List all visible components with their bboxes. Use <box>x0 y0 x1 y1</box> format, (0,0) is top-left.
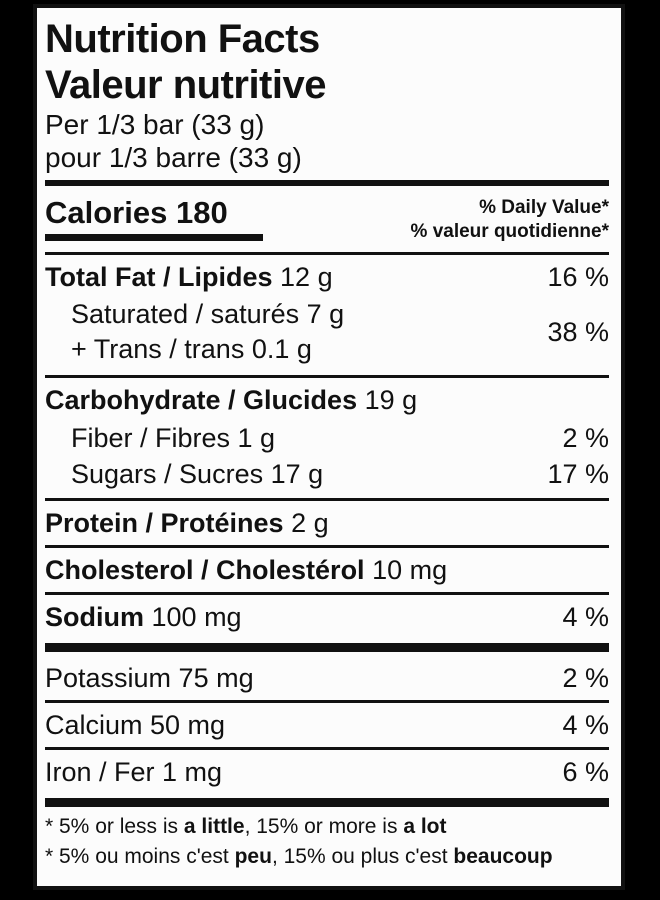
row-saturated: Saturated / saturés 7 g <box>71 299 345 329</box>
calories-underline <box>45 234 263 241</box>
footnote-en: * 5% or less is a little, 15% or more is… <box>45 815 447 838</box>
divider <box>45 498 609 501</box>
divider <box>45 700 609 703</box>
calcium-dv: 4 % <box>562 710 609 740</box>
calcium-label: Calcium 50 mg <box>45 710 226 740</box>
footnotes: * 5% or less is a little, 15% or more is… <box>45 812 609 872</box>
calories-row: Calories 180 <box>45 196 263 241</box>
sodium-amount: 100 mg <box>151 602 242 632</box>
fiber-dv: 2 % <box>562 423 609 453</box>
title-fr: Valeur nutritive <box>45 63 326 107</box>
potassium-label: Potassium 75 mg <box>45 663 254 693</box>
sugars-label: Sugars / Sucres 17 g <box>71 459 324 489</box>
serving-size-fr: pour 1/3 barre (33 g) <box>45 142 302 173</box>
calories-label: Calories <box>45 195 168 230</box>
sugars-dv: 17 % <box>547 459 609 489</box>
daily-value-note: % Daily Value* % valeur quotidienne* <box>411 196 609 244</box>
row-protein: Protein / Protéines 2 g <box>45 501 609 545</box>
serving-size-en: Per 1/3 bar (33 g) <box>45 109 265 140</box>
daily-value-note-fr: % valeur quotidienne* <box>410 221 609 242</box>
sodium-dv: 4 % <box>562 602 609 632</box>
iron-dv: 6 % <box>562 757 609 787</box>
protein-label: Protein / Protéines <box>45 508 284 538</box>
title-en: Nutrition Facts <box>45 17 320 61</box>
row-sodium: Sodium 100 mg 4 % <box>45 595 609 639</box>
saturated-trans-group: Saturated / saturés 7 g + Trans / trans … <box>45 297 609 375</box>
header-divider <box>45 180 609 186</box>
row-total-fat: Total Fat / Lipides 12 g 16 % <box>45 255 609 297</box>
row-potassium: Potassium 75 mg 2 % <box>45 656 609 700</box>
sodium-label: Sodium <box>45 602 144 632</box>
potassium-dv: 2 % <box>562 663 609 693</box>
calories-value: 180 <box>175 195 228 230</box>
divider <box>45 252 609 255</box>
total-fat-label: Total Fat / Lipides <box>45 262 273 292</box>
cholesterol-amount: 10 mg <box>372 555 448 585</box>
minerals-divider <box>45 643 609 652</box>
row-cholesterol: Cholesterol / Cholestérol 10 mg <box>45 548 609 592</box>
row-sugars: Sugars / Sucres 17 g 17 % <box>45 456 609 498</box>
row-carbohydrate: Carbohydrate / Glucides 19 g <box>45 378 609 420</box>
nutrition-facts-label: Nutrition Facts Valeur nutritive Per 1/3… <box>33 4 625 890</box>
fiber-label: Fiber / Fibres 1 g <box>71 423 276 453</box>
daily-value-note-en: % Daily Value* <box>479 197 609 218</box>
carbohydrate-amount: 19 g <box>364 385 418 415</box>
row-fiber: Fiber / Fibres 1 g 2 % <box>45 420 609 456</box>
divider <box>45 375 609 378</box>
carbohydrate-label: Carbohydrate / Glucides <box>45 385 358 415</box>
saturated-trans-dv: 38 % <box>547 316 609 347</box>
divider <box>45 592 609 595</box>
divider <box>45 545 609 548</box>
iron-label: Iron / Fer 1 mg <box>45 757 223 787</box>
footnote-fr: * 5% ou moins c'est peu, 15% ou plus c'e… <box>45 845 553 868</box>
protein-amount: 2 g <box>291 508 329 538</box>
divider <box>45 747 609 750</box>
total-fat-amount: 12 g <box>280 262 333 292</box>
footnote-divider <box>45 798 609 807</box>
calories-section: Calories 180 % Daily Value* % valeur quo… <box>45 186 609 252</box>
row-trans: + Trans / trans 0.1 g <box>71 334 312 364</box>
row-calcium: Calcium 50 mg 4 % <box>45 703 609 747</box>
cholesterol-label: Cholesterol / Cholestérol <box>45 555 365 585</box>
total-fat-dv: 16 % <box>547 262 609 292</box>
row-iron: Iron / Fer 1 mg 6 % <box>45 750 609 794</box>
